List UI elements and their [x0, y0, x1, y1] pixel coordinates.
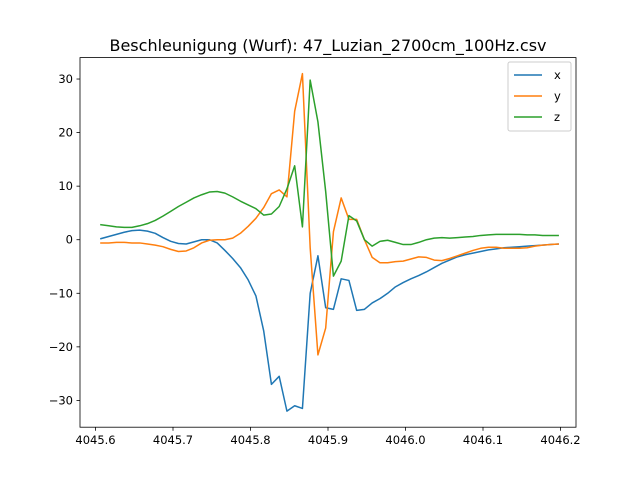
legend-label-y: y: [554, 89, 561, 103]
plot-area-frame: [79, 57, 577, 428]
x-tick-label: 4045.6: [75, 433, 115, 447]
axis-ticks: 4045.6 4045.7 4045.8 4045.9 4046.0 4046.1 4046…: [49, 72, 581, 447]
y-tick-label: −30: [49, 393, 73, 407]
legend-label-z: z: [554, 110, 560, 124]
y-tick-label: −10: [49, 286, 73, 300]
x-tick-label: 4045.9: [308, 433, 348, 447]
y-tick-label: 30: [58, 72, 73, 86]
y-tick-label: −20: [49, 340, 73, 354]
y-tick-label: 10: [58, 179, 73, 193]
x-tick-label: 4046.2: [540, 433, 580, 447]
series-lines: [100, 72, 559, 412]
y-tick-label: 0: [66, 233, 73, 247]
series-line-y: [100, 72, 559, 356]
x-tick-label: 4046.1: [463, 433, 503, 447]
series-line-x: [100, 229, 559, 412]
x-tick-label: 4045.8: [230, 433, 270, 447]
x-tick-label: 4046.0: [385, 433, 425, 447]
legend: xyz: [507, 61, 572, 132]
x-tick-label: 4045.7: [153, 433, 193, 447]
series-line-z: [100, 79, 559, 277]
y-tick-label: 20: [58, 126, 73, 140]
chart-title: Beschleunigung (Wurf): 47_Luzian_2700cm_…: [109, 36, 546, 56]
legend-label-x: x: [554, 68, 561, 82]
